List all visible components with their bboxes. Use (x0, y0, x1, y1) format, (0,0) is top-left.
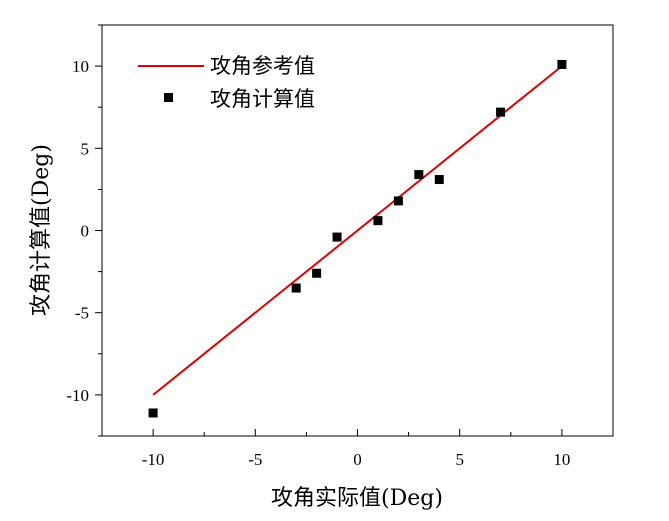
ticks (95, 24, 614, 437)
x-tick-label: -5 (248, 450, 262, 469)
x-axis-title: 攻角实际值(Deg) (271, 486, 443, 511)
data-point (393, 196, 403, 206)
x-tick-label: 10 (553, 450, 570, 469)
legend: 攻角参考值 攻角计算值 (138, 54, 315, 111)
legend-marker-swatch (164, 93, 173, 102)
x-tick-label: 0 (353, 450, 362, 469)
data-point (291, 283, 301, 293)
data-point (148, 408, 158, 418)
data-point (496, 107, 506, 117)
legend-label-computed: 攻角计算值 (210, 87, 315, 111)
data-point (557, 59, 567, 69)
data-point (414, 170, 424, 180)
reference-line (152, 65, 563, 396)
x-tick-label: 5 (455, 450, 464, 469)
data-point (373, 216, 383, 226)
y-tick-label: -5 (75, 304, 89, 323)
x-tick-labels: -10 -5 0 5 10 (142, 450, 571, 469)
y-axis-title: 攻角计算值(Deg) (29, 144, 54, 316)
y-tick-labels: -10 -5 0 5 10 (66, 57, 89, 405)
data-point (434, 175, 444, 185)
data-point (312, 268, 322, 278)
series-layer (148, 59, 567, 418)
y-tick-label: 0 (81, 222, 90, 241)
legend-label-reference: 攻角参考值 (210, 54, 315, 78)
y-tick-label: 10 (72, 57, 89, 76)
data-point (332, 232, 342, 242)
y-tick-label: -10 (66, 386, 89, 405)
x-tick-label: -10 (142, 450, 165, 469)
y-tick-label: 5 (81, 139, 90, 158)
